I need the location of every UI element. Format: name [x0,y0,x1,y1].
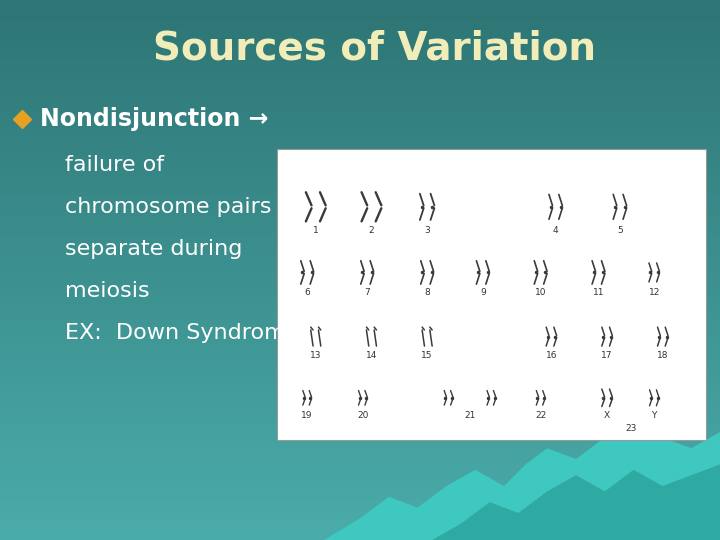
Text: 5: 5 [617,226,623,235]
Text: 10: 10 [535,288,546,298]
Text: 12: 12 [649,288,660,298]
Text: 6: 6 [305,288,310,298]
Text: 19: 19 [302,411,313,420]
Text: 3: 3 [424,226,430,235]
Text: 7: 7 [364,288,370,298]
Text: chromosome pairs to: chromosome pairs to [65,197,301,217]
Text: 4: 4 [553,226,559,235]
Text: 11: 11 [593,288,604,298]
Text: 14: 14 [366,351,377,360]
Text: 18: 18 [657,351,668,360]
Text: separate during: separate during [65,239,242,259]
Text: 9: 9 [480,288,486,298]
Bar [277,148,706,440]
Text: 20: 20 [357,411,369,420]
Text: 21: 21 [464,411,476,420]
Text: 16: 16 [546,351,557,360]
Text: EX:  Down Syndrome: EX: Down Syndrome [65,323,300,343]
Text: 8: 8 [424,288,430,298]
Text: X: X [604,411,610,420]
Text: meiosis: meiosis [65,281,150,301]
Text: Sources of Variation: Sources of Variation [153,30,596,68]
Polygon shape [324,421,720,540]
Text: Y: Y [652,411,657,420]
Text: 2: 2 [369,226,374,235]
Text: 23: 23 [625,424,636,433]
Text: 13: 13 [310,351,322,360]
Text: 22: 22 [535,411,546,420]
Text: 17: 17 [601,351,613,360]
Text: 1: 1 [313,226,319,235]
Text: Nondisjunction →: Nondisjunction → [40,107,268,131]
Text: 15: 15 [421,351,433,360]
Text: failure of: failure of [65,154,164,175]
Polygon shape [432,464,720,540]
